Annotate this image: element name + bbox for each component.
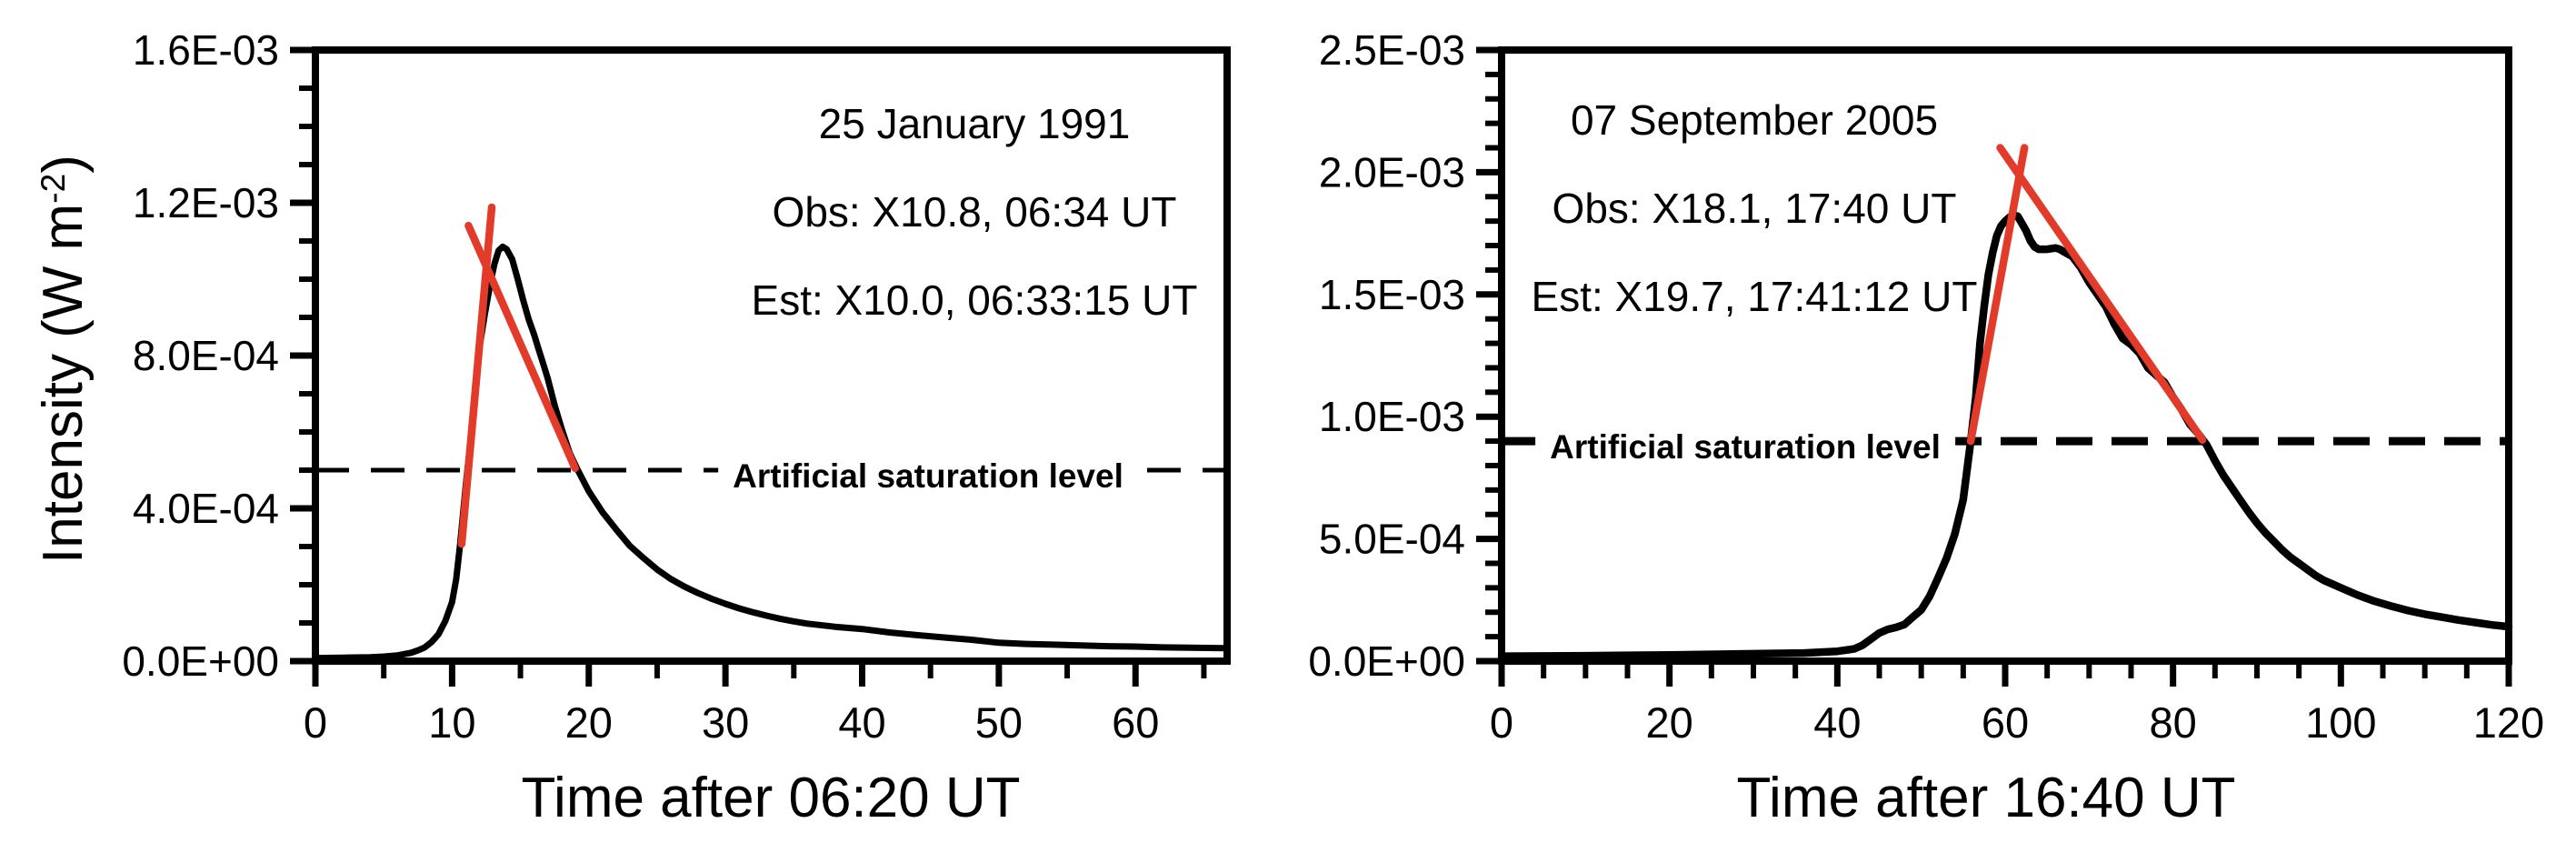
right-rise-fit-line — [1966, 144, 2029, 446]
left-y-tick-label: 1.6E-03 — [133, 26, 279, 74]
right-x-tick-label: 80 — [2150, 698, 2197, 747]
right-annotation-estimated: Est: X19.7, 17:41:12 UT — [1531, 273, 1978, 320]
y-axis-title-text: Intensity (W m — [32, 203, 95, 564]
left-panel-annotation: 25 January 1991 Obs: X10.8, 06:34 UT Est… — [565, 80, 1383, 345]
right-y-tick-label: 5.0E-04 — [1319, 516, 1465, 563]
right-annotation-observed: Obs: X18.1, 17:40 UT — [1552, 185, 1957, 232]
left-annotation-estimated: Est: X10.0, 06:33:15 UT — [751, 276, 1198, 324]
right-y-tick-label: 2.0E-03 — [1319, 148, 1465, 196]
left-y-tick-label: 4.0E-04 — [133, 485, 279, 532]
left-x-tick-label: 40 — [838, 698, 885, 747]
left-annotation-observed: Obs: X10.8, 06:34 UT — [772, 188, 1177, 236]
y-axis-title: Intensity (W m-2) — [25, 68, 103, 650]
y-axis-title-suffix: ) — [32, 155, 95, 174]
left-y-tick-label: 8.0E-04 — [133, 332, 279, 379]
right-y-tick-label: 2.5E-03 — [1319, 26, 1465, 74]
left-saturation-label: Artificial saturation level — [718, 457, 1138, 496]
right-x-tick-label: 0 — [1490, 698, 1513, 747]
left-x-tick-label: 0 — [304, 698, 327, 747]
left-decay-fit-line — [464, 221, 579, 473]
left-y-tick-label: 0.0E+00 — [122, 637, 279, 685]
right-y-tick-label: 1.0E-03 — [1319, 393, 1465, 440]
left-x-tick-label: 30 — [702, 698, 749, 747]
right-saturation-label: Artificial saturation level — [1535, 428, 1955, 467]
right-decay-fit-line — [1996, 144, 2207, 444]
right-y-tick-label: 1.5E-03 — [1319, 271, 1465, 318]
left-x-axis-title: Time after 06:20 UT — [521, 767, 1021, 829]
right-x-tick-label: 60 — [1982, 698, 2029, 747]
left-x-tick-label: 50 — [975, 698, 1023, 747]
right-panel-annotation: 07 September 2005 Obs: X18.1, 17:40 UT E… — [1345, 76, 2163, 341]
right-x-tick-label: 100 — [2305, 698, 2376, 747]
left-x-tick-label: 60 — [1112, 698, 1159, 747]
left-y-tick-label: 1.2E-03 — [133, 179, 279, 226]
right-x-axis-title: Time after 16:40 UT — [1736, 767, 2236, 829]
right-x-tick-label: 20 — [1646, 698, 1693, 747]
right-plot-frame — [1498, 46, 2512, 665]
right-x-tick-label: 40 — [1813, 698, 1861, 747]
right-x-tick-label: 120 — [2473, 698, 2544, 747]
right-annotation-date: 07 September 2005 — [1570, 96, 1939, 144]
left-x-tick-label: 10 — [428, 698, 475, 747]
left-annotation-date: 25 January 1991 — [818, 100, 1131, 147]
left-plot-frame — [312, 46, 1231, 665]
left-x-tick-label: 20 — [565, 698, 613, 747]
right-y-tick-label: 0.0E+00 — [1308, 637, 1465, 685]
y-axis-title-superscript: -2 — [34, 173, 73, 204]
left-rise-fit-line — [457, 203, 496, 548]
